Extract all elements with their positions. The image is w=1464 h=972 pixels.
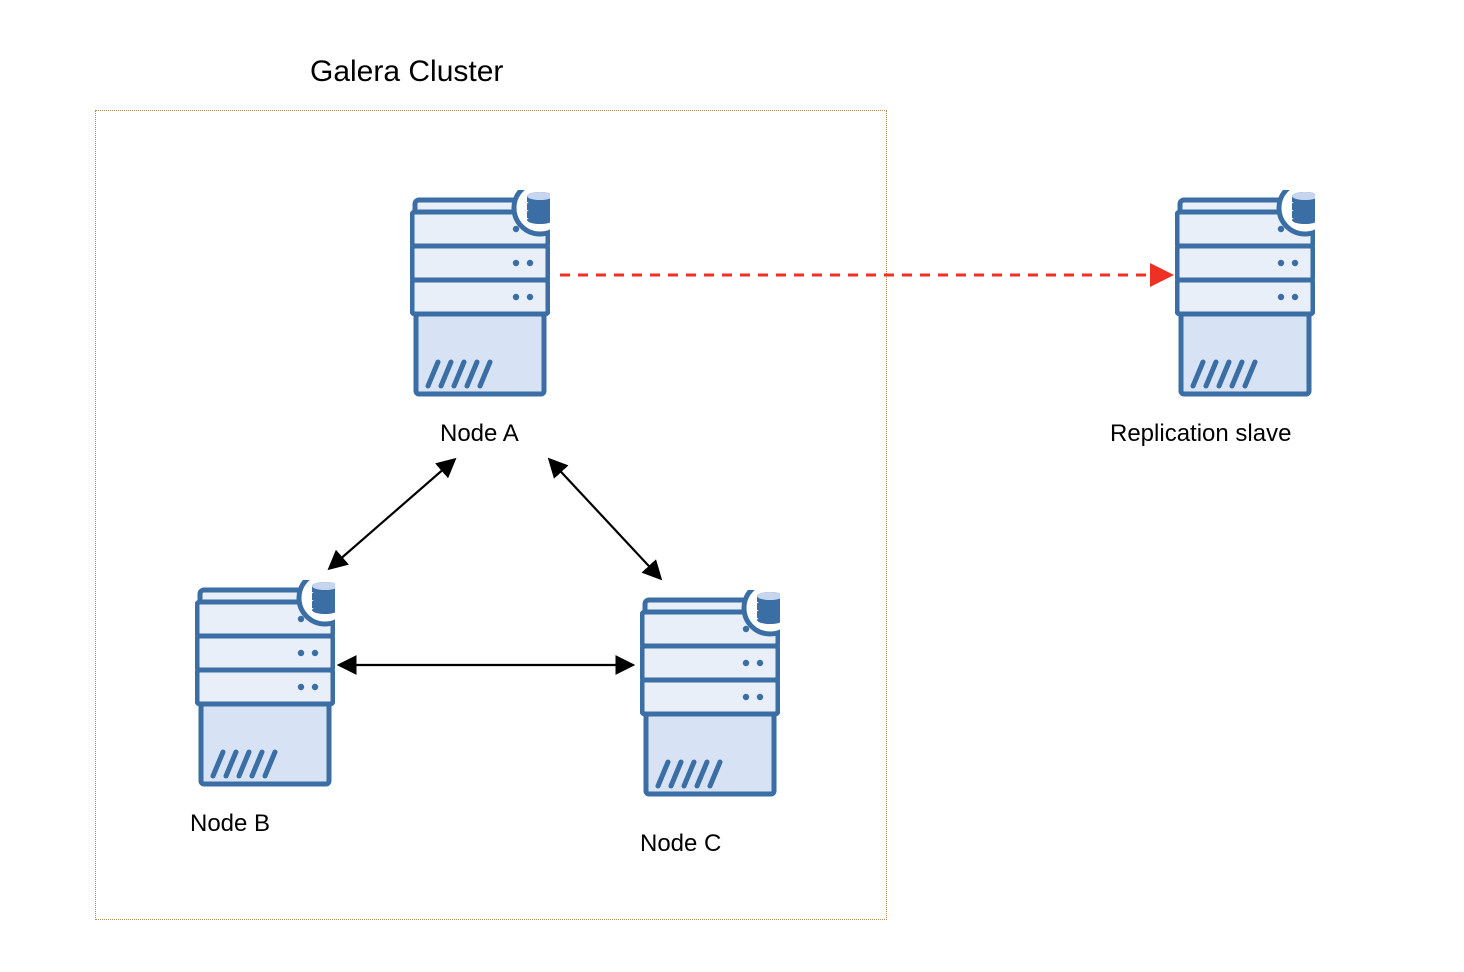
cluster-title: Galera Cluster — [310, 55, 503, 89]
label-nodeC: Node C — [640, 830, 721, 858]
label-nodeA: Node A — [440, 420, 519, 448]
server-nodeC — [640, 590, 780, 805]
server-nodeB — [195, 580, 335, 795]
label-nodeB: Node B — [190, 810, 270, 838]
label-slave: Replication slave — [1110, 420, 1291, 448]
server-nodeA — [410, 190, 550, 405]
server-slave — [1175, 190, 1315, 405]
